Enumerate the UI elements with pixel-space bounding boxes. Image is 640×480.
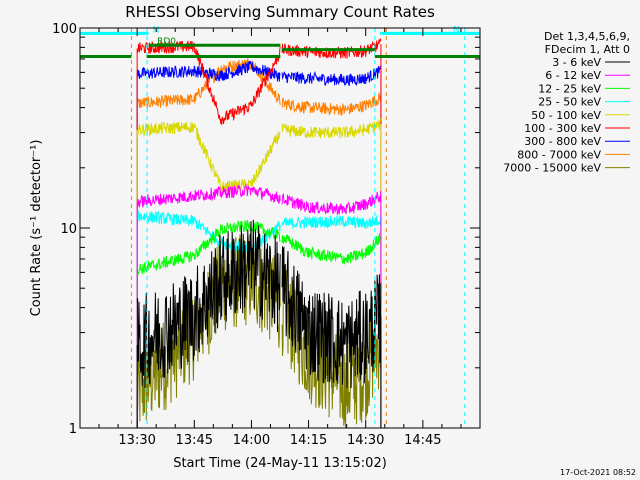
legend-header-0: Det 1,3,4,5,6,9,	[544, 30, 630, 43]
x-tick-label: 14:30	[347, 433, 384, 448]
legend-label-800-7000-kev: 800 - 7000 keV	[517, 148, 601, 161]
legend-label-6-12-kev: 6 - 12 keV	[545, 69, 601, 82]
series-line-300-800-kev	[136, 60, 382, 87]
legend-label-300-800-kev: 300 - 800 keV	[524, 135, 601, 148]
series-line-50-100-kev	[136, 118, 382, 193]
chart-title: RHESSI Observing Summary Count Rates	[125, 3, 435, 21]
x-tick-label: 13:30	[118, 433, 155, 448]
series-line-6-12-kev	[136, 183, 382, 215]
x-tick-label: 13:45	[176, 433, 213, 448]
series-line-3-6-kev	[136, 219, 382, 389]
legend-label-7000-15000-kev: 7000 - 15000 keV	[503, 162, 601, 175]
y-tick-label: 1	[69, 422, 77, 437]
legend-label-12-25-kev: 12 - 25 keV	[538, 82, 601, 95]
y-tick-label: 100	[52, 22, 77, 37]
legend-label-100-300-kev: 100 - 300 keV	[524, 122, 601, 135]
series-3-6-kev	[136, 219, 382, 428]
plot-area	[136, 38, 382, 429]
legend: Det 1,3,4,5,6,9,FDecim 1, Att 03 - 6 keV…	[503, 30, 630, 175]
series-line-100-300-kev	[136, 38, 382, 125]
x-tick-label: 14:00	[233, 433, 270, 448]
axes: 13:30 13:45 14:00 14:15 14:30 14:45 1 10 100	[52, 22, 480, 448]
x-tick-label: 14:45	[404, 433, 441, 448]
x-axis-label: Start Time (24-May-11 13:15:02)	[173, 456, 387, 471]
series-line-12-25-kev	[136, 219, 382, 276]
plot-frame	[79, 27, 481, 429]
x-tick-label: 14:15	[290, 433, 327, 448]
legend-label-3-6-kev: 3 - 6 keV	[552, 56, 601, 69]
generated-timestamp: 17-Oct-2021 08:52	[560, 468, 636, 477]
legend-label-50-100-kev: 50 - 100 keV	[531, 109, 601, 122]
legend-label-25-50-kev: 25 - 50 keV	[538, 96, 601, 109]
y-axis-label: Count Rate (s⁻¹ detector⁻¹)	[29, 140, 44, 317]
flag-lines: NNRD0	[80, 25, 480, 428]
flag-label-2: RD0	[157, 37, 176, 47]
y-tick-label: 10	[60, 222, 77, 237]
flag-label-1: N	[453, 25, 460, 35]
legend-header-1: FDecim 1, Att 0	[545, 43, 630, 56]
